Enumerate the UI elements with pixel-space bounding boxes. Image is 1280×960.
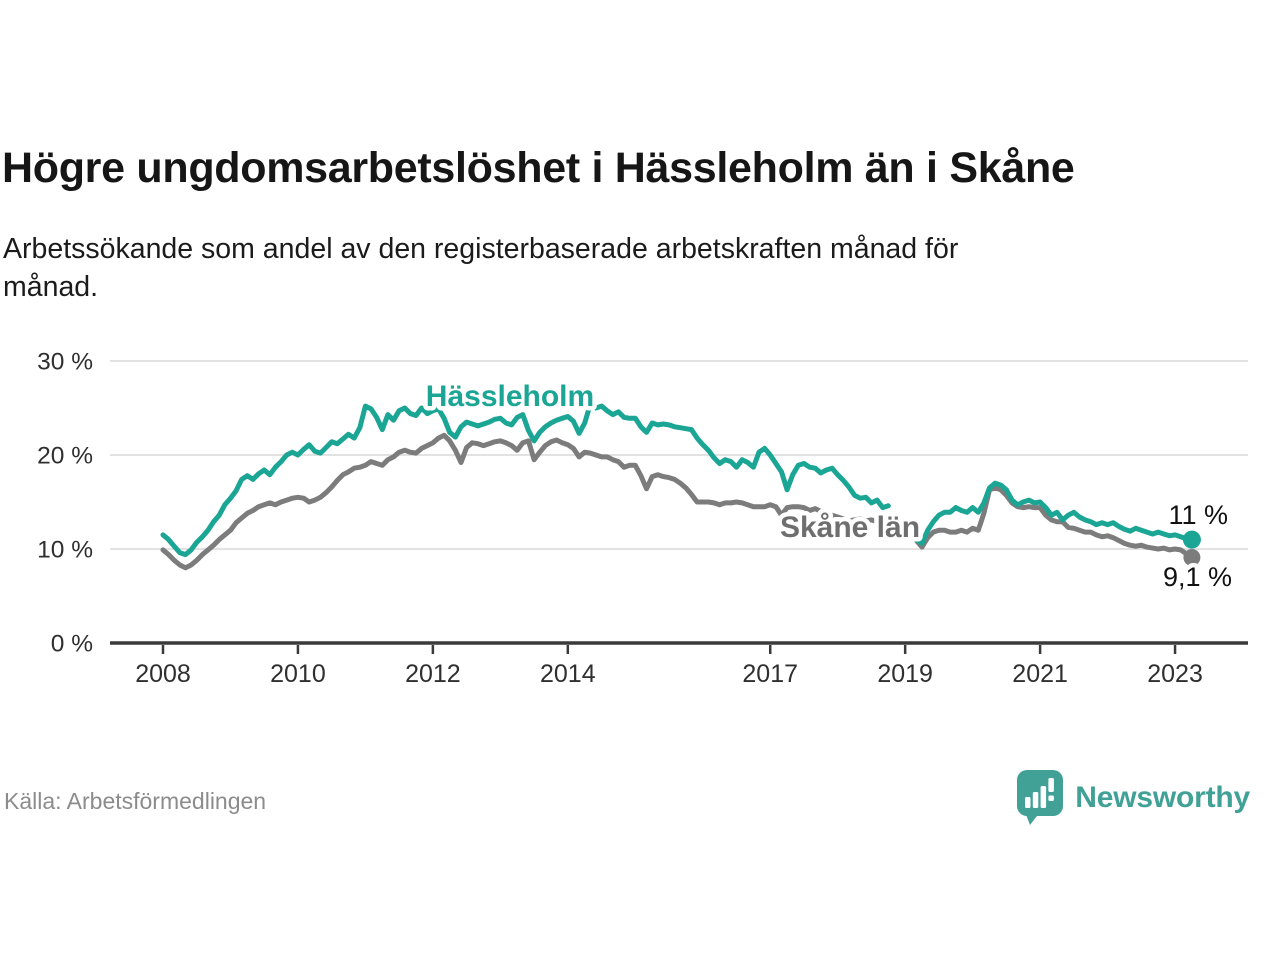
newsworthy-logo: Newsworthy <box>1017 770 1250 826</box>
newsworthy-logo-icon <box>1017 770 1064 825</box>
x-tick-label: 2014 <box>540 660 596 688</box>
end-label-skane: 9,1 % <box>1163 562 1232 592</box>
chart-subtitle: Arbetssökande som andel av den registerb… <box>3 233 959 303</box>
newsworthy-logo-text: Newsworthy <box>1075 781 1250 814</box>
y-tick-label: 0 % <box>51 631 93 658</box>
x-tick-label: 2021 <box>1012 660 1068 688</box>
hassleholm-line <box>160 401 1195 558</box>
end-label-hassleholm: 11 % <box>1168 500 1228 530</box>
x-tick-label: 2019 <box>877 660 933 688</box>
skane-line <box>160 432 1195 571</box>
unemployment-line-chart: 0 % 10 % 20 % 30 % 2008 2010 2012 2014 2017 2019 2… <box>0 330 1280 710</box>
series-label-skane: Skåne län <box>780 511 920 544</box>
series-label-hassleholm: Hässleholm <box>426 380 594 413</box>
x-tick-label: 2010 <box>270 660 326 688</box>
y-tick-label: 10 % <box>37 537 93 564</box>
end-dot-skane <box>1183 549 1201 566</box>
end-dot-hassleholm <box>1182 530 1201 549</box>
y-tick-label: 30 % <box>37 349 93 376</box>
x-tick-label: 2012 <box>405 660 461 688</box>
x-tick-label: 2017 <box>742 660 798 688</box>
y-tick-label: 20 % <box>37 443 93 470</box>
x-tick-label: 2008 <box>135 660 191 688</box>
x-tick-label: 2023 <box>1147 660 1203 688</box>
source-text: Källa: Arbetsförmedlingen <box>4 788 267 814</box>
chart-title: Högre ungdomsarbetslöshet i Hässleholm ä… <box>2 144 1075 192</box>
